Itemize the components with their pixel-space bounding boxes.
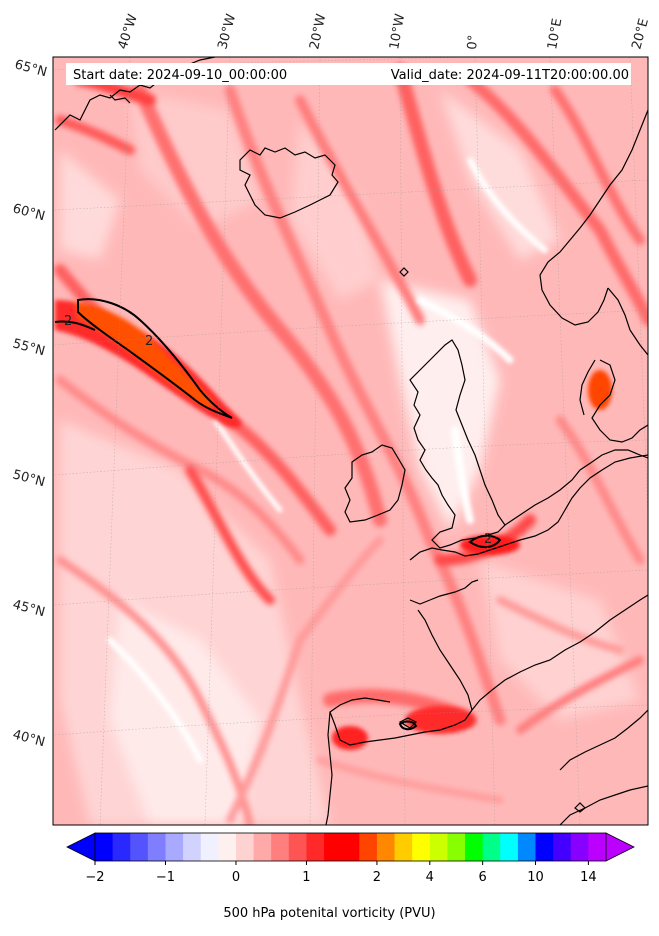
colorbar-frame [94,832,607,862]
colorbar-swatch [200,833,219,861]
colorbar-tick-label: 14 [580,870,597,885]
contour-label-1: 2 [64,314,72,329]
colorbar-tick-label: 2 [373,870,381,885]
colorbar-swatch [95,833,114,861]
colorbar-extend-low [66,832,96,862]
colorbar-swatch [341,833,360,861]
colorbar-swatch [271,833,290,861]
colorbar-swatch [535,833,554,861]
colorbar-swatch [429,833,448,861]
colorbar-tick-label: 6 [479,870,487,885]
colorbar-swatch [465,833,484,861]
colorbar-swatch [570,833,589,861]
colorbar-swatch [324,833,343,861]
colorbar-tick-label: 0 [232,870,240,885]
lon-tick-10w: 10°W [387,13,408,51]
colorbar-swatch [376,833,395,861]
colorbar-swatch [218,833,237,861]
colorbar-swatch [500,833,519,861]
colorbar-label: 500 hPa potenital vorticity (PVU) [223,906,436,921]
lat-tick-labels: 65°N 60°N 55°N 50°N 45°N 40°N [11,57,49,750]
colorbar-tick-label: −2 [85,870,104,885]
lon-tick-40w: 40°W [116,12,141,51]
lat-tick-55n: 55°N [11,336,47,359]
valid-date-label: Valid_date: 2024-09-11T20:00:00.00 [391,68,629,83]
contour-label-2: 2 [145,334,153,349]
colorbar: −2 −1 0 1 2 4 6 10 14 [66,832,635,885]
colorbar-tick-label: −1 [156,870,175,885]
start-date-label: Start date: 2024-09-10_00:00:00 [73,68,287,83]
lat-tick-60n: 60°N [11,201,47,224]
colorbar-swatch [447,833,466,861]
colorbar-swatch [165,833,184,861]
colorbar-swatch [394,833,413,861]
colorbar-swatch [588,833,607,861]
coastlines [54,57,648,825]
pv-field: 2 2 2 [53,57,648,825]
lon-tick-labels: 40°W 30°W 20°W 10°W 0° 10°E 20°E [116,12,652,51]
lon-tick-30w: 30°W [215,12,239,51]
lat-tick-45n: 45°N [11,597,47,620]
colorbar-swatch [183,833,202,861]
colorbar-swatch [112,833,131,861]
colorbar-swatch [517,833,536,861]
map-frame [52,56,649,826]
colorbar-swatch [412,833,431,861]
colorbar-swatch [306,833,325,861]
colorbar-swatch [235,833,254,861]
colorbar-swatch [253,833,272,861]
lon-tick-10e: 10°E [545,17,565,50]
colorbar-swatch [553,833,572,861]
colorbar-swatch [288,833,307,861]
lat-tick-40n: 40°N [11,727,47,750]
lon-tick-0: 0° [465,34,481,50]
colorbar-swatch [147,833,166,861]
colorbar-tick-label: 1 [302,870,310,885]
lat-tick-65n: 65°N [13,57,49,80]
colorbar-tick-label: 4 [426,870,434,885]
colorbar-swatch [359,833,378,861]
lon-tick-20e: 20°E [629,17,652,51]
contour-labels: 2 2 2 [64,314,492,547]
contour-label-3: 2 [484,532,492,547]
lat-tick-50n: 50°N [11,467,47,490]
date-banner [66,63,631,85]
colorbar-tick-label: 10 [527,870,544,885]
colorbar-extend-high [605,832,635,862]
lon-tick-20w: 20°W [307,12,329,50]
colorbar-swatch [130,833,149,861]
colorbar-swatch [482,833,501,861]
